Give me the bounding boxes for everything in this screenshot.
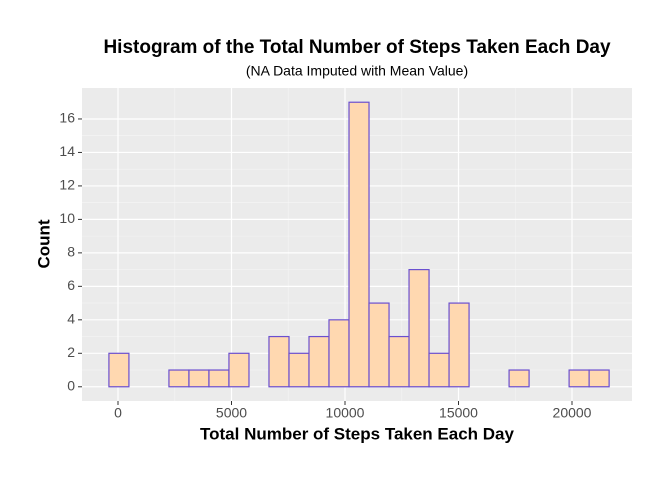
x-tick-label: 20000 (553, 405, 592, 421)
y-tick-label: 10 (59, 210, 75, 226)
bar (228, 352, 250, 388)
y-tick-label: 0 (67, 377, 75, 393)
y-tick-label: 2 (67, 344, 75, 360)
bar (348, 101, 370, 388)
bar (108, 352, 130, 388)
bar (308, 335, 330, 388)
bar (508, 369, 530, 388)
bar (448, 302, 470, 388)
bar (368, 302, 390, 388)
y-axis-label: Count (34, 219, 53, 268)
bar (588, 369, 610, 388)
bar (268, 335, 290, 388)
x-axis-label: Total Number of Steps Taken Each Day (200, 424, 514, 443)
bar (288, 352, 310, 388)
x-tick-label: 10000 (326, 405, 365, 421)
bar (388, 335, 410, 388)
x-tick-label: 5000 (216, 405, 247, 421)
x-tick-label: 0 (114, 405, 122, 421)
y-tick-label: 6 (67, 277, 75, 293)
bar (408, 269, 430, 388)
chart-subtitle: (NA Data Imputed with Mean Value) (246, 63, 468, 79)
y-tick-label: 12 (59, 177, 75, 193)
bar (428, 352, 450, 388)
chart-title: Histogram of the Total Number of Steps T… (103, 37, 611, 58)
bar (208, 369, 230, 388)
bar (328, 319, 350, 388)
y-tick-label: 8 (67, 244, 75, 260)
bar (568, 369, 590, 388)
y-tick-label: 4 (67, 311, 75, 327)
bar (168, 369, 190, 388)
bar (188, 369, 210, 388)
x-tick-label: 15000 (439, 405, 478, 421)
y-tick-label: 14 (59, 143, 75, 159)
y-tick-label: 16 (59, 110, 75, 126)
